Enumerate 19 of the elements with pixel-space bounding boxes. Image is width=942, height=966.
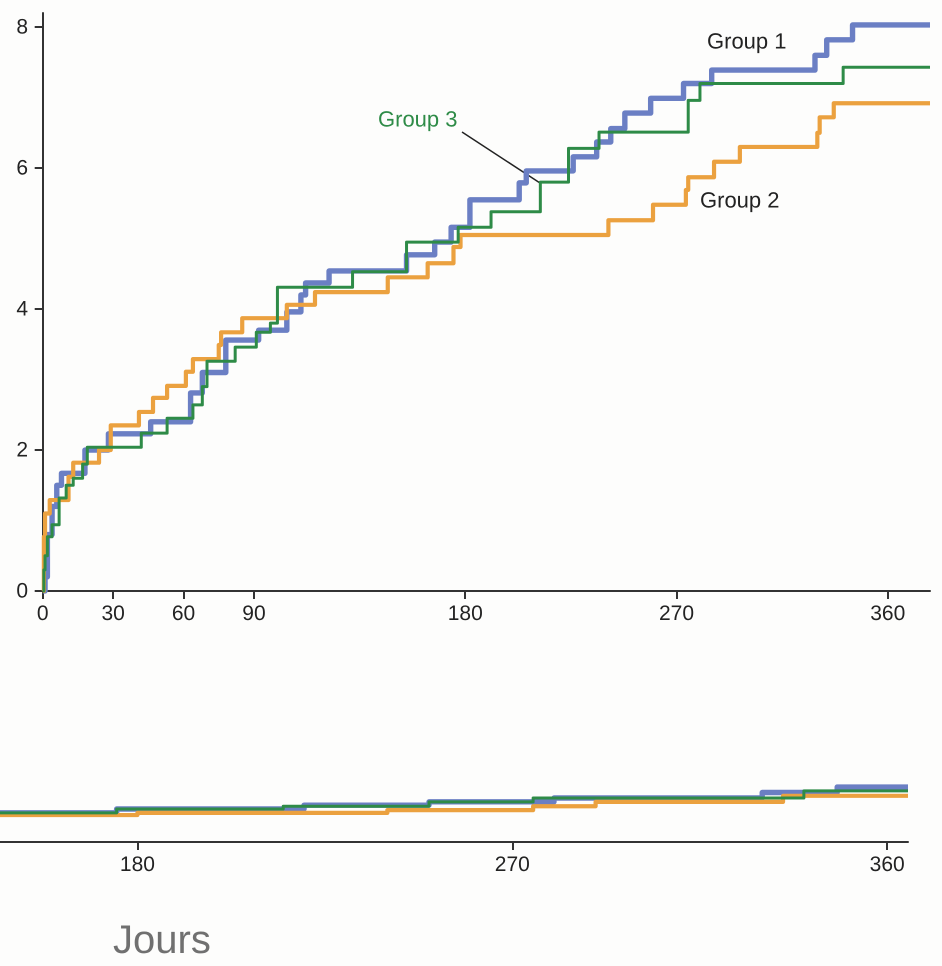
x-tick-label: 0 xyxy=(36,602,49,625)
x-tick-label: 270 xyxy=(494,853,530,876)
x-tick-label: 60 xyxy=(172,602,196,625)
y-tick-label: 4 xyxy=(16,298,28,321)
x-tick-label: 180 xyxy=(120,853,155,876)
x-tick-label: 90 xyxy=(242,602,266,625)
x-tick-label: 360 xyxy=(870,602,906,625)
y-tick-label: 8 xyxy=(16,16,28,39)
y-tick-label: 0 xyxy=(16,580,28,602)
series-label: Group 2 xyxy=(700,188,780,212)
x-tick-label: 360 xyxy=(870,853,905,876)
y-tick-label: 6 xyxy=(16,156,28,180)
x-tick-label: 270 xyxy=(658,602,694,625)
text: Group 3 xyxy=(378,106,458,132)
y-tick-label: 2 xyxy=(16,438,28,462)
x-axis-title: Jours xyxy=(113,918,211,962)
x-tick-label: 30 xyxy=(101,602,125,625)
x-tick-label: 180 xyxy=(448,602,483,625)
series-label: Group 1 xyxy=(707,28,786,54)
